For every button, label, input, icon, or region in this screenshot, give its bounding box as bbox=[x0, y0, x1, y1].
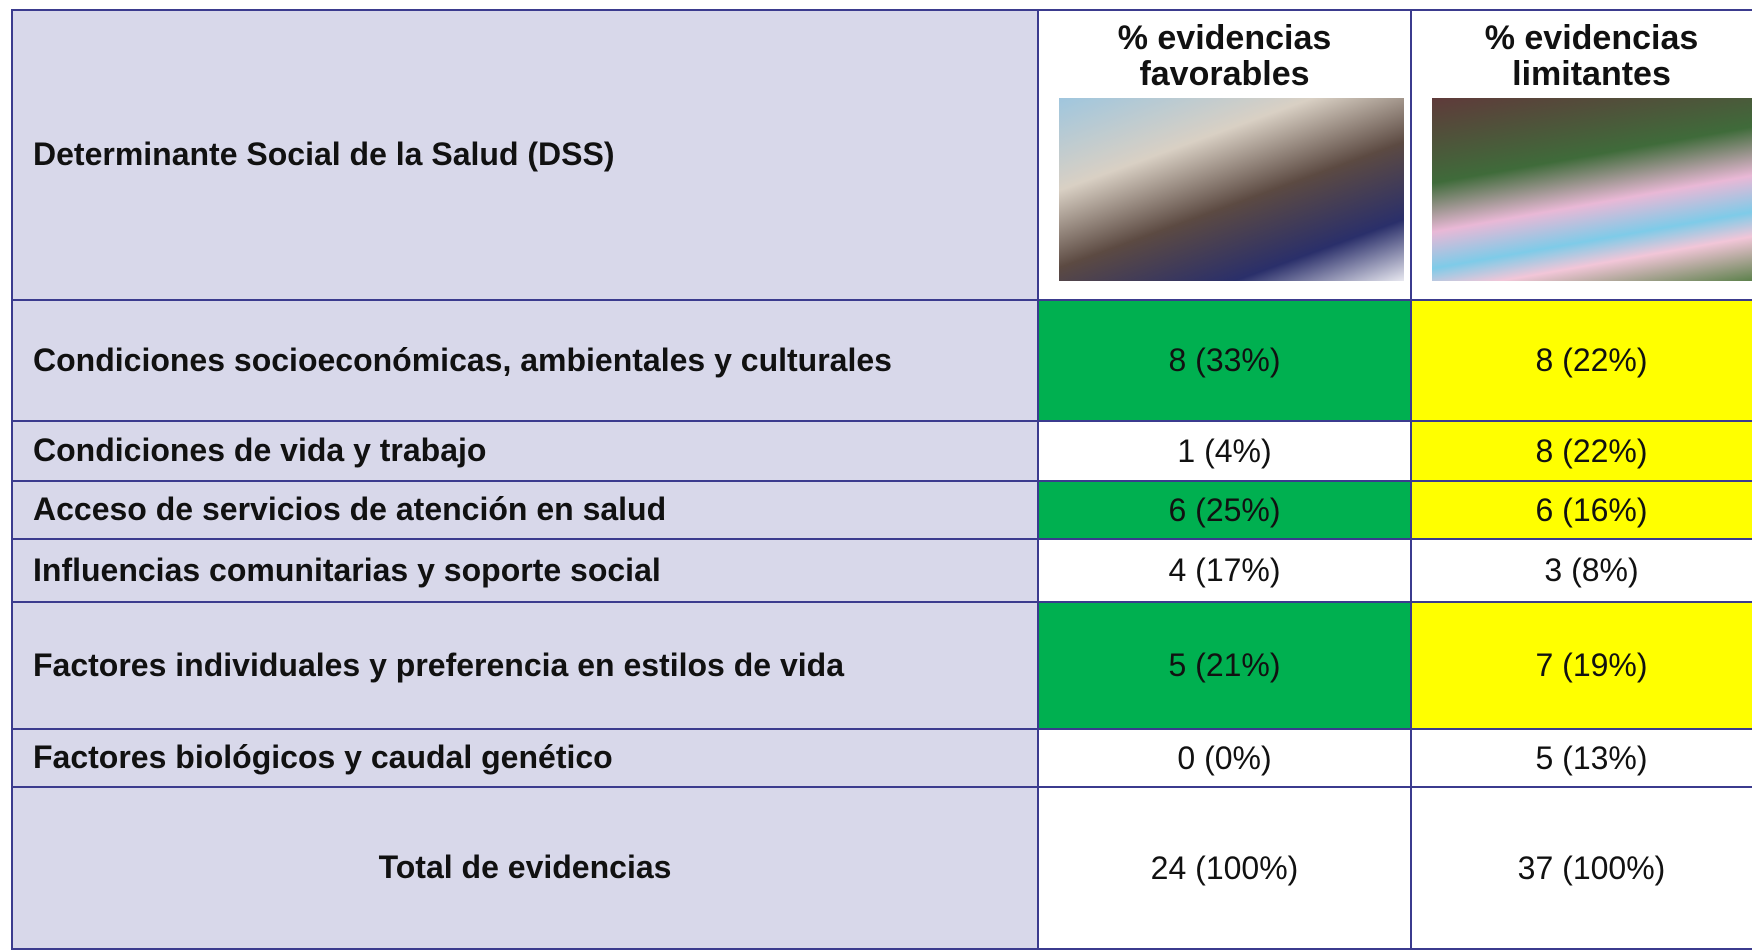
header-text: % evidencias favorables bbox=[1059, 21, 1390, 92]
row-label: Acceso de servicios de atención en salud bbox=[12, 481, 1038, 539]
cell: 7 (19%) bbox=[1411, 602, 1752, 729]
row-label: Factores biológicos y caudal genético bbox=[12, 729, 1038, 787]
row-label: Influencias comunitarias y soporte socia… bbox=[12, 539, 1038, 602]
header-cell: % evidencias limitantes bbox=[1411, 10, 1752, 300]
cell: 5 (21%) bbox=[1038, 602, 1411, 729]
header-cell: Determinante Social de la Salud (DSS) bbox=[12, 10, 1038, 300]
header-text: % evidencias limitantes bbox=[1432, 21, 1751, 92]
photo bbox=[1432, 98, 1752, 281]
page: {"table": { "header": ["Determinante Soc… bbox=[0, 0, 1752, 948]
row-label: Total de evidencias bbox=[12, 787, 1038, 949]
total-row: Total de evidencias 24 (100%) 37 (100%) bbox=[12, 787, 1752, 949]
row: Condiciones socioeconómicas, ambientales… bbox=[12, 300, 1752, 421]
row: Acceso de servicios de atención en salud… bbox=[12, 481, 1752, 539]
cell: 24 (100%) bbox=[1038, 787, 1411, 949]
photo bbox=[1059, 98, 1404, 281]
row: Factores biológicos y caudal genético 0 … bbox=[12, 729, 1752, 787]
row-label: Factores individuales y preferencia en e… bbox=[12, 602, 1038, 729]
cell: 3 (8%) bbox=[1411, 539, 1752, 602]
cell: 6 (25%) bbox=[1038, 481, 1411, 539]
cell: 37 (100%) bbox=[1411, 787, 1752, 949]
cell: 0 (0%) bbox=[1038, 729, 1411, 787]
header-row: Determinante Social de la Salud (DSS) % … bbox=[12, 10, 1752, 300]
row: Condiciones de vida y trabajo 1 (4%) 8 (… bbox=[12, 421, 1752, 481]
cell: 5 (13%) bbox=[1411, 729, 1752, 787]
dss-table: Determinante Social de la Salud (DSS) % … bbox=[11, 9, 1752, 950]
cell: 8 (33%) bbox=[1038, 300, 1411, 421]
row-label: Condiciones de vida y trabajo bbox=[12, 421, 1038, 481]
header-cell: % evidencias favorables bbox=[1038, 10, 1411, 300]
cell: 1 (4%) bbox=[1038, 421, 1411, 481]
row: Influencias comunitarias y soporte socia… bbox=[12, 539, 1752, 602]
cell: 8 (22%) bbox=[1411, 421, 1752, 481]
cell: 8 (22%) bbox=[1411, 300, 1752, 421]
cell: 6 (16%) bbox=[1411, 481, 1752, 539]
row-label: Condiciones socioeconómicas, ambientales… bbox=[12, 300, 1038, 421]
row: Factores individuales y preferencia en e… bbox=[12, 602, 1752, 729]
cell: 4 (17%) bbox=[1038, 539, 1411, 602]
